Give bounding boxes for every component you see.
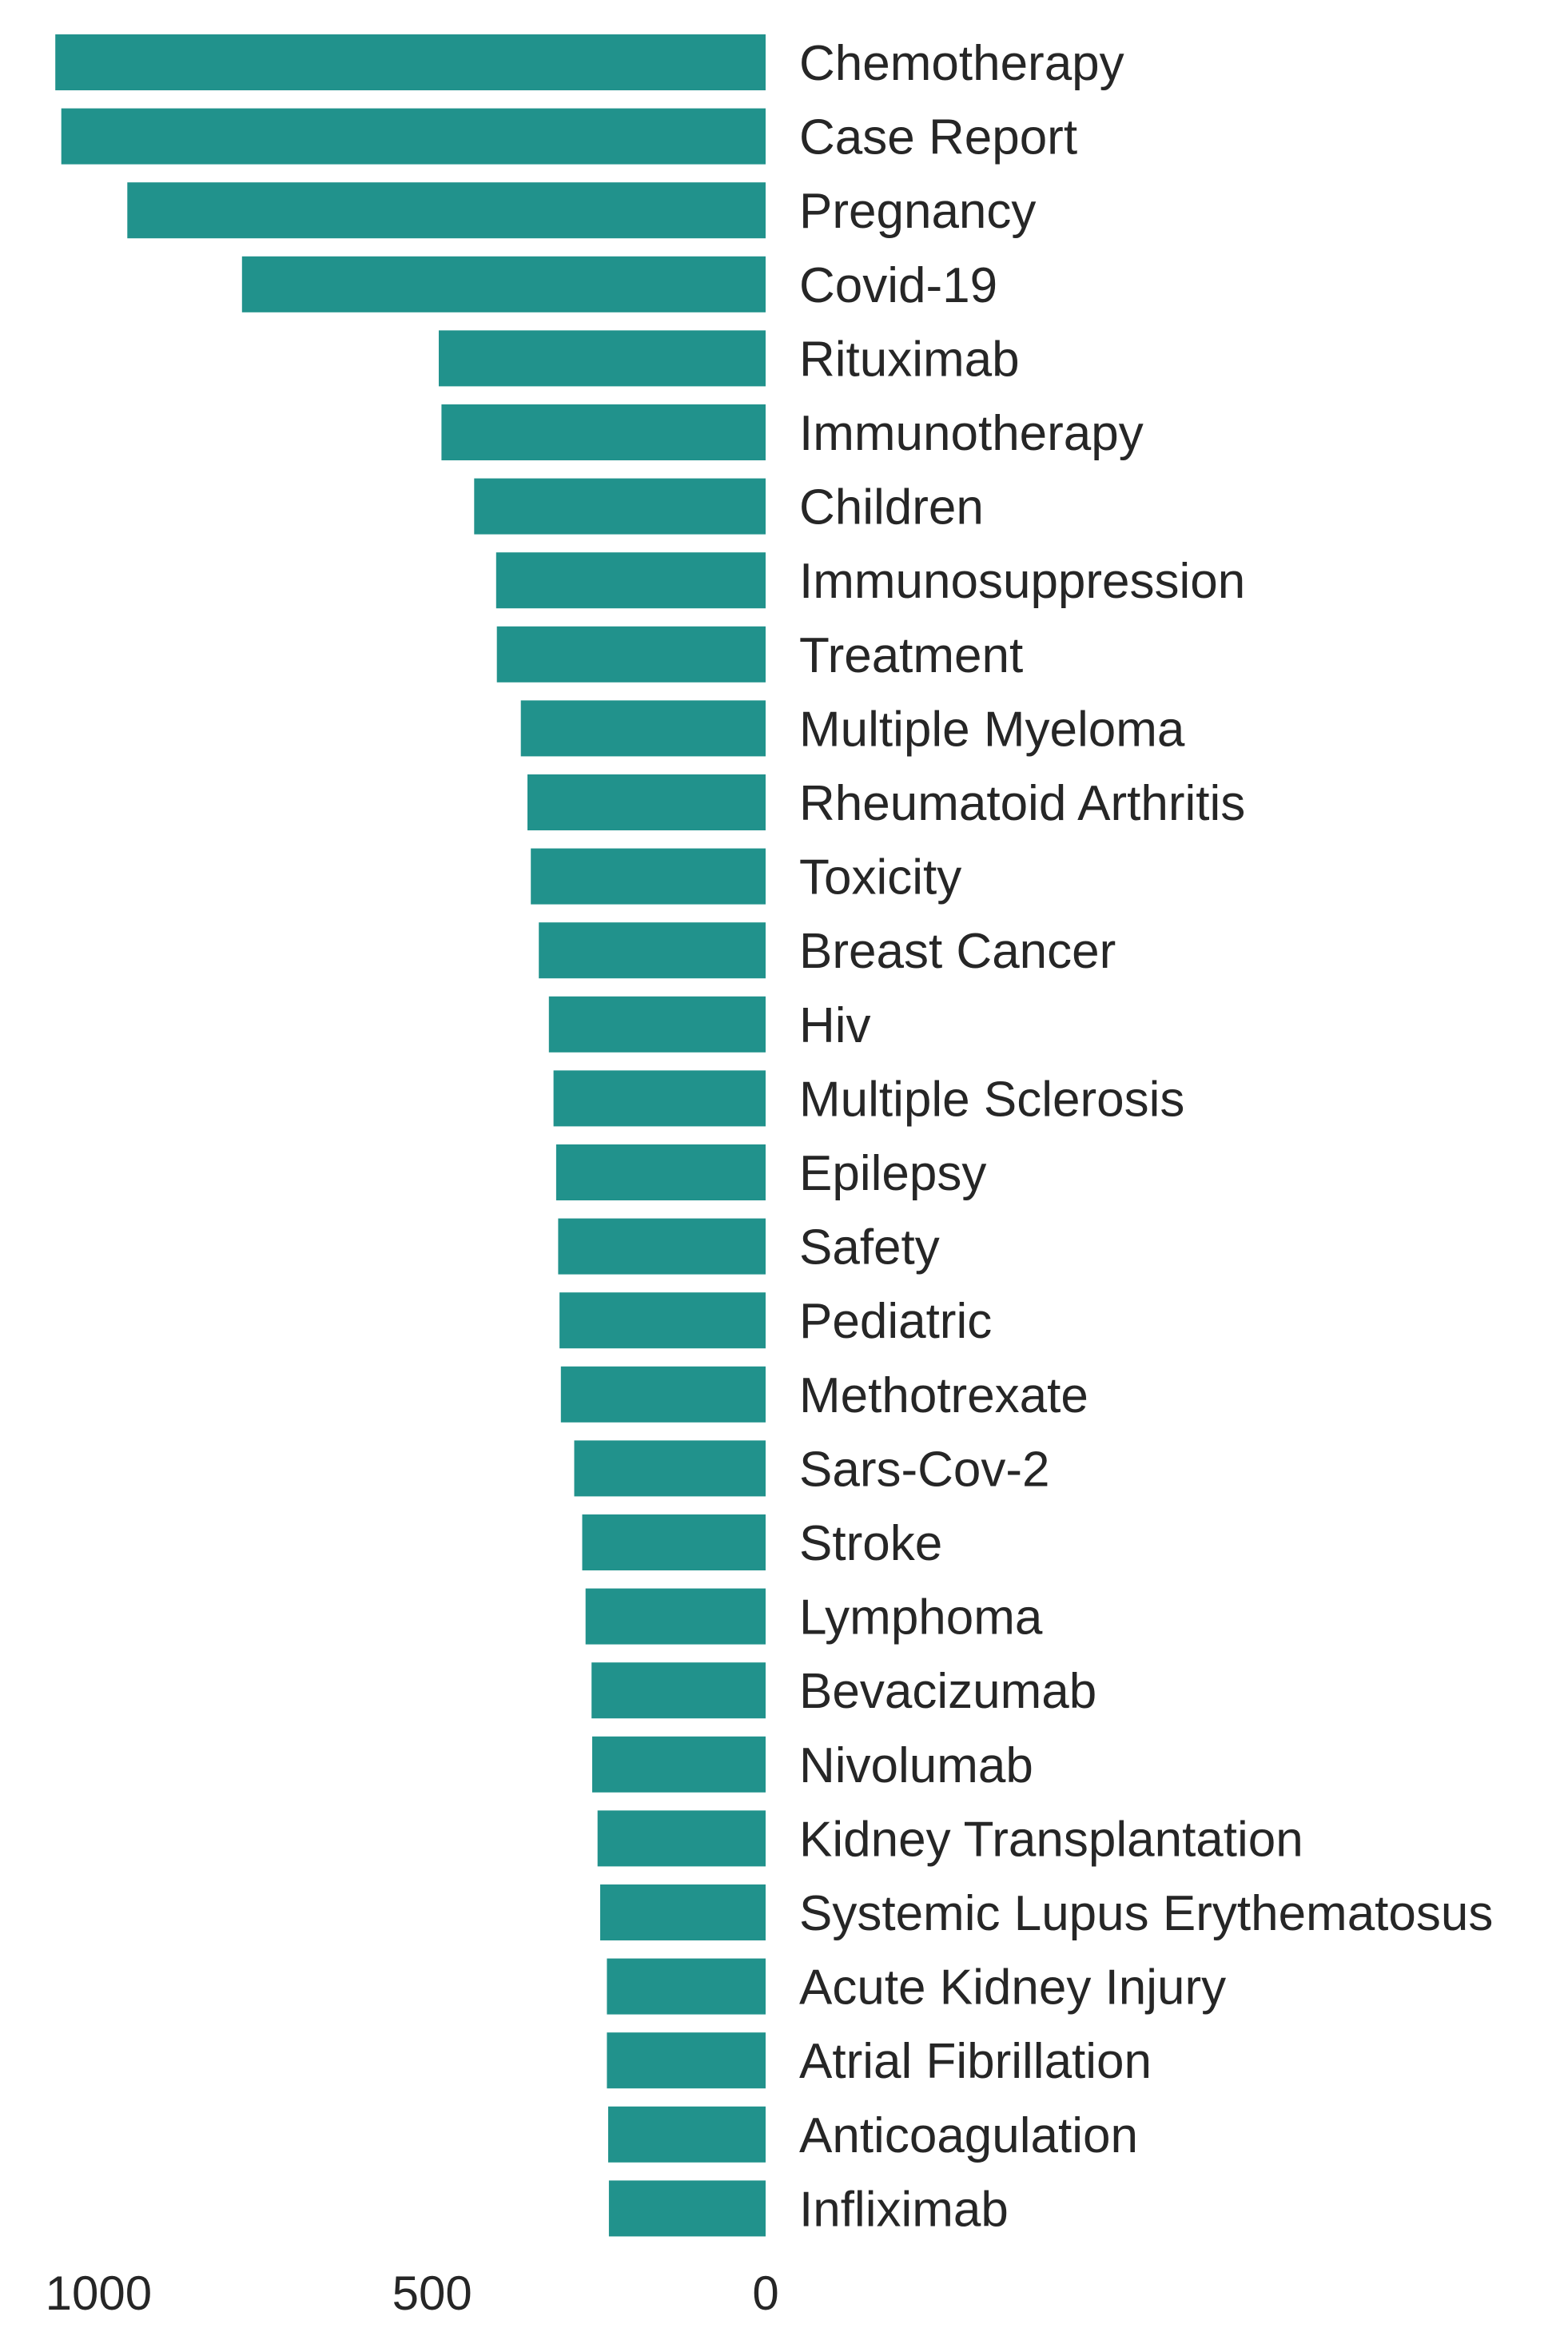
- bar: [555, 1144, 766, 1200]
- bar: [241, 256, 766, 312]
- category-label: Stroke: [799, 1516, 942, 1571]
- bar: [597, 1810, 766, 1867]
- category-label: Breast Cancer: [799, 924, 1116, 979]
- category-label: Children: [799, 480, 984, 535]
- bar: [600, 1884, 766, 1940]
- bar: [582, 1514, 766, 1570]
- bar: [553, 1070, 766, 1127]
- bar: [527, 774, 766, 830]
- category-label: Multiple Sclerosis: [799, 1072, 1184, 1127]
- category-label: Pregnancy: [799, 184, 1036, 239]
- category-label: Hiv: [799, 998, 871, 1053]
- bar: [474, 478, 766, 535]
- category-label: Anticoagulation: [799, 2108, 1138, 2163]
- category-label: Safety: [799, 1220, 940, 1275]
- category-label: Infliximab: [799, 2182, 1009, 2237]
- bar: [548, 996, 766, 1053]
- bar: [439, 330, 766, 387]
- bar: [559, 1292, 766, 1349]
- bar: [539, 922, 766, 979]
- x-tick-label: 0: [752, 2266, 778, 2320]
- bar: [607, 2032, 766, 2089]
- bar: [585, 1588, 766, 1645]
- bar: [592, 1736, 766, 1793]
- bar: [55, 34, 766, 90]
- category-label: Case Report: [799, 110, 1077, 165]
- bar: [608, 2180, 766, 2237]
- category-label: Sars-Cov-2: [799, 1442, 1050, 1497]
- bar: [520, 700, 766, 757]
- category-label: Nivolumab: [799, 1738, 1033, 1793]
- category-label: Chemotherapy: [799, 36, 1124, 91]
- category-label: Toxicity: [799, 850, 961, 905]
- x-tick-label: 500: [392, 2266, 472, 2320]
- bar: [560, 1366, 766, 1423]
- category-label: Immunosuppression: [799, 554, 1245, 609]
- category-label: Epilepsy: [799, 1146, 986, 1201]
- bar: [496, 626, 766, 683]
- category-label: Acute Kidney Injury: [799, 1960, 1226, 2016]
- bar: [607, 1958, 766, 2015]
- category-label: Bevacizumab: [799, 1664, 1096, 1719]
- category-label: Kidney Transplantation: [799, 1812, 1303, 1867]
- category-label: Atrial Fibrillation: [799, 2034, 1152, 2089]
- x-tick-label: 1000: [46, 2266, 152, 2320]
- category-label: Rheumatoid Arthritis: [799, 776, 1245, 831]
- bar: [61, 108, 766, 165]
- category-label: Rituximab: [799, 332, 1020, 387]
- bar: [127, 182, 766, 239]
- category-label: Immunotherapy: [799, 406, 1144, 461]
- category-label: Lymphoma: [799, 1590, 1043, 1646]
- bar: [441, 404, 766, 460]
- bars-group: [55, 34, 766, 2237]
- bar: [608, 2106, 766, 2163]
- bar: [558, 1218, 766, 1275]
- category-label: Multiple Myeloma: [799, 702, 1185, 757]
- category-label: Pediatric: [799, 1294, 992, 1349]
- x-axis-ticks-group: 1000 500 0: [46, 2266, 779, 2320]
- category-label: Methotrexate: [799, 1368, 1088, 1423]
- bar: [495, 552, 766, 609]
- category-label: Covid-19: [799, 258, 997, 313]
- category-label: Treatment: [799, 628, 1023, 683]
- bar: [574, 1440, 766, 1497]
- category-label: Systemic Lupus Erythematosus: [799, 1886, 1493, 1941]
- category-labels-group: Chemotherapy Case Report Pregnancy Covid-19…: [799, 36, 1493, 2237]
- bar: [591, 1662, 766, 1719]
- bar: [531, 848, 766, 905]
